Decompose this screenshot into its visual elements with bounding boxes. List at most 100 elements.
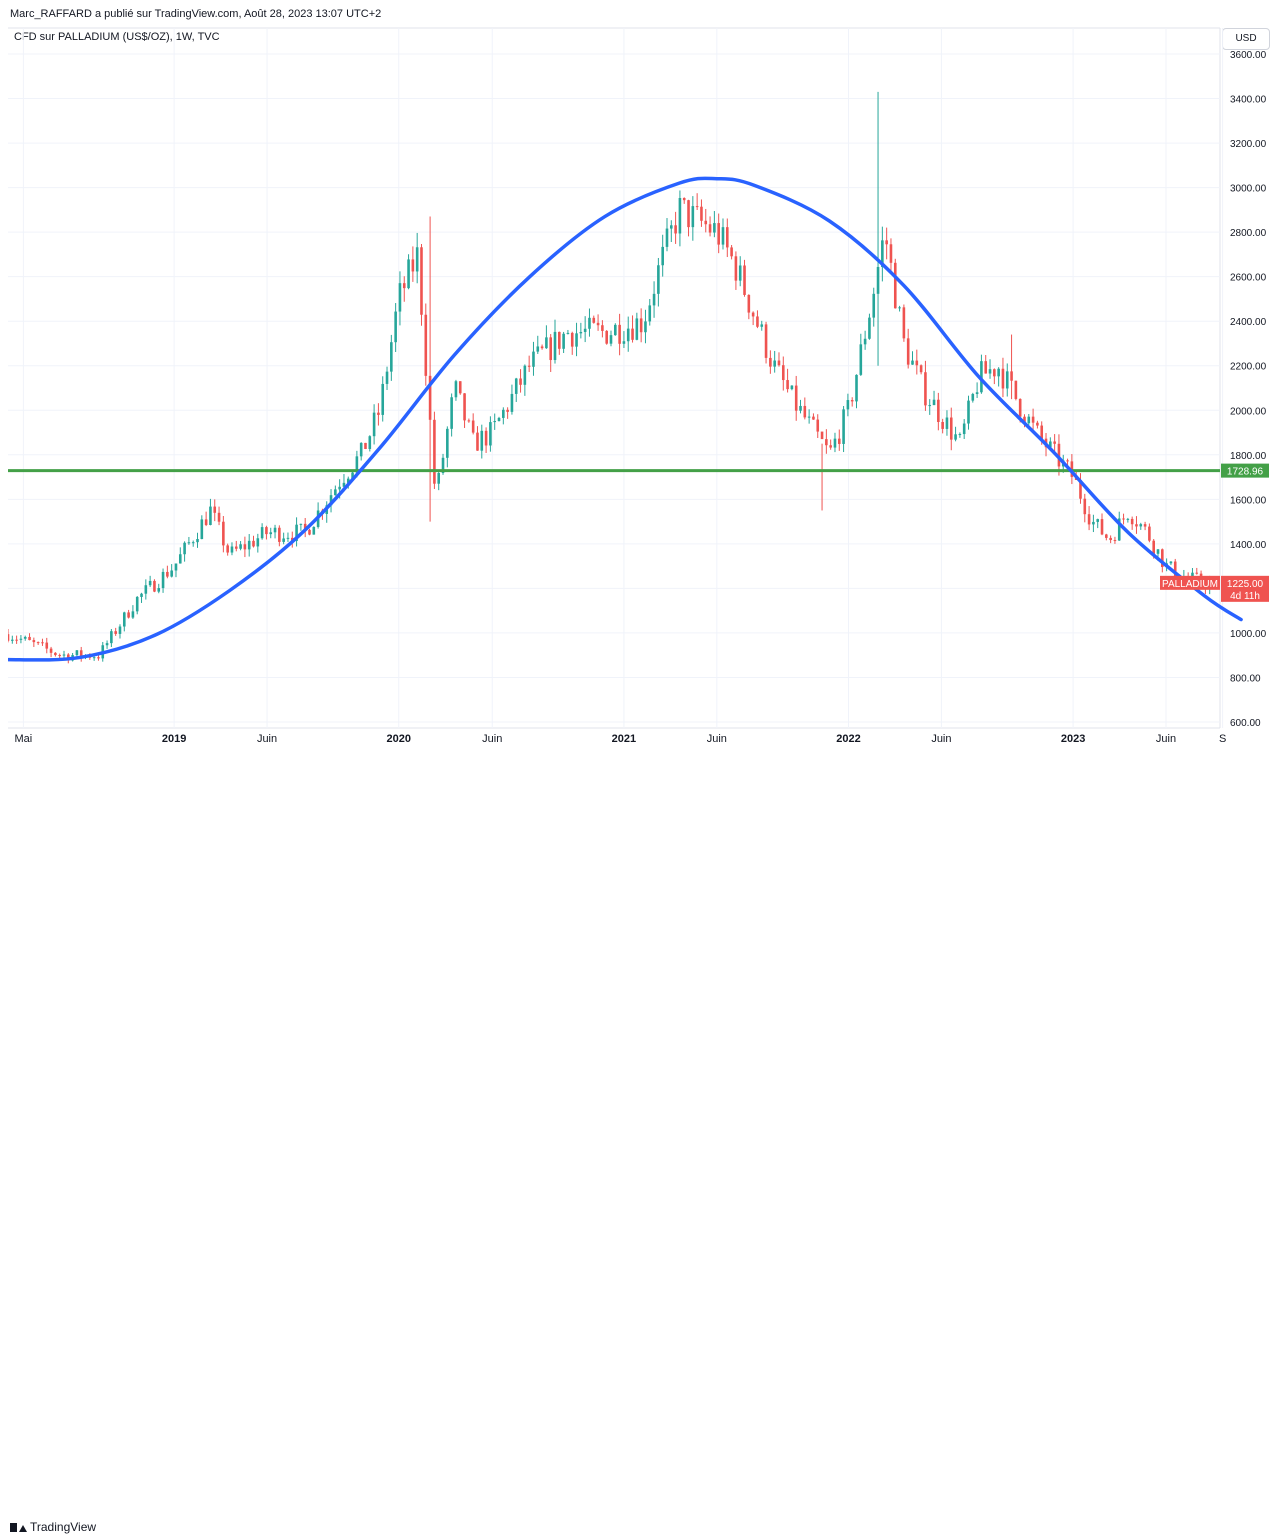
candle-body xyxy=(19,638,23,640)
candle-body xyxy=(790,385,794,390)
candle-body xyxy=(967,400,970,424)
candle-body xyxy=(868,317,871,339)
candle-body xyxy=(747,294,751,313)
candle-body xyxy=(962,423,966,435)
candle-body xyxy=(424,314,428,376)
candle-body xyxy=(743,265,746,295)
tradingview-logo[interactable]: TradingView xyxy=(10,1520,96,1534)
candle-body xyxy=(140,593,143,597)
candle-body xyxy=(1053,441,1056,444)
candle-body xyxy=(523,365,527,385)
last-price-tag xyxy=(1221,575,1269,602)
candle-body xyxy=(1023,416,1026,424)
candle-body xyxy=(937,399,940,422)
candle-body xyxy=(833,438,837,448)
candle-body xyxy=(312,526,316,535)
candle-body xyxy=(480,430,484,451)
candle-body xyxy=(872,293,876,318)
candle-body xyxy=(1105,534,1108,538)
candle-body xyxy=(781,365,785,381)
candle-body xyxy=(859,344,863,375)
candle-body xyxy=(110,631,113,644)
candle-body xyxy=(545,337,548,349)
candle-body xyxy=(174,563,178,571)
candle-body xyxy=(372,412,376,437)
candle-body xyxy=(450,397,453,429)
candle-body xyxy=(674,225,677,234)
candle-body xyxy=(876,266,880,294)
candle-body xyxy=(605,330,608,344)
candle-body xyxy=(695,206,699,208)
candle-body xyxy=(239,544,242,549)
candle-body xyxy=(1161,549,1164,568)
candle-body xyxy=(734,256,738,281)
candle-body xyxy=(678,198,682,234)
candle-body xyxy=(618,324,621,344)
candle-body xyxy=(1018,398,1022,417)
x-tick-label: S xyxy=(1219,733,1226,745)
candle-body xyxy=(75,650,79,656)
candle-body xyxy=(58,655,61,657)
candle-body xyxy=(1096,519,1100,522)
candle-body xyxy=(420,247,423,315)
y-tick-label: 1600.00 xyxy=(1230,495,1267,506)
candle-body xyxy=(1066,460,1069,462)
y-tick-label: 3400.00 xyxy=(1230,95,1267,106)
candle-body xyxy=(906,338,910,365)
candle-body xyxy=(639,318,643,333)
candle-body xyxy=(105,643,109,646)
x-tick-label: 2020 xyxy=(386,733,410,745)
candle-body xyxy=(454,381,458,398)
candle-body xyxy=(471,420,475,433)
candle-body xyxy=(665,228,669,247)
candle-body xyxy=(1057,443,1061,467)
y-tick-label: 800.00 xyxy=(1230,673,1261,684)
candle-body xyxy=(299,523,303,525)
y-tick-label: 2400.00 xyxy=(1230,317,1267,328)
candle-body xyxy=(988,369,992,374)
level-price-tag xyxy=(1221,463,1269,478)
candle-body xyxy=(252,540,255,547)
x-tick-label: 2023 xyxy=(1061,733,1085,745)
candle-body xyxy=(997,368,1000,377)
candle-body xyxy=(592,317,596,323)
candle-body xyxy=(532,351,535,367)
candle-body xyxy=(881,240,884,267)
candle-body xyxy=(1010,371,1013,381)
chart-frame: Marc_RAFFARD a publié sur TradingView.co… xyxy=(8,0,1280,1534)
candle-body xyxy=(566,332,570,334)
candle-body xyxy=(721,227,725,245)
candle-body xyxy=(368,436,372,449)
candle-body xyxy=(402,283,406,289)
candle-body xyxy=(794,385,798,411)
candle-body xyxy=(1040,425,1044,439)
candle-body xyxy=(751,312,755,317)
brand-label: TradingView xyxy=(30,1520,97,1534)
x-tick-label: Juin xyxy=(257,733,277,745)
y-tick-label: 3600.00 xyxy=(1230,50,1267,61)
candle-body xyxy=(243,544,247,550)
candle-body xyxy=(161,571,165,589)
symbol-tag-label: PALLADIUM xyxy=(1162,579,1218,590)
price-chart[interactable]: 600.00800.001000.001200.001400.001600.00… xyxy=(8,0,1280,758)
candle-body xyxy=(209,506,212,525)
candle-body xyxy=(932,399,936,406)
candle-body xyxy=(153,580,156,592)
candle-body xyxy=(135,596,139,612)
candle-body xyxy=(148,580,152,586)
candle-body xyxy=(247,540,251,550)
symbol-info[interactable]: CFD sur PALLADIUM (US$/OZ), 1W, TVC xyxy=(14,31,220,43)
candle-body xyxy=(596,322,600,326)
candle-body xyxy=(924,372,927,406)
candle-body xyxy=(114,631,117,634)
candle-body xyxy=(166,571,169,577)
candle-body xyxy=(799,405,802,411)
candle-body xyxy=(1049,441,1052,448)
candle-body xyxy=(898,307,901,309)
candle-body xyxy=(583,328,587,332)
candle-body xyxy=(32,640,36,643)
x-tick-label: Mai xyxy=(15,733,33,745)
y-tick-label: 3000.00 xyxy=(1230,184,1267,195)
candle-body xyxy=(497,417,501,422)
candle-body xyxy=(1014,380,1018,399)
